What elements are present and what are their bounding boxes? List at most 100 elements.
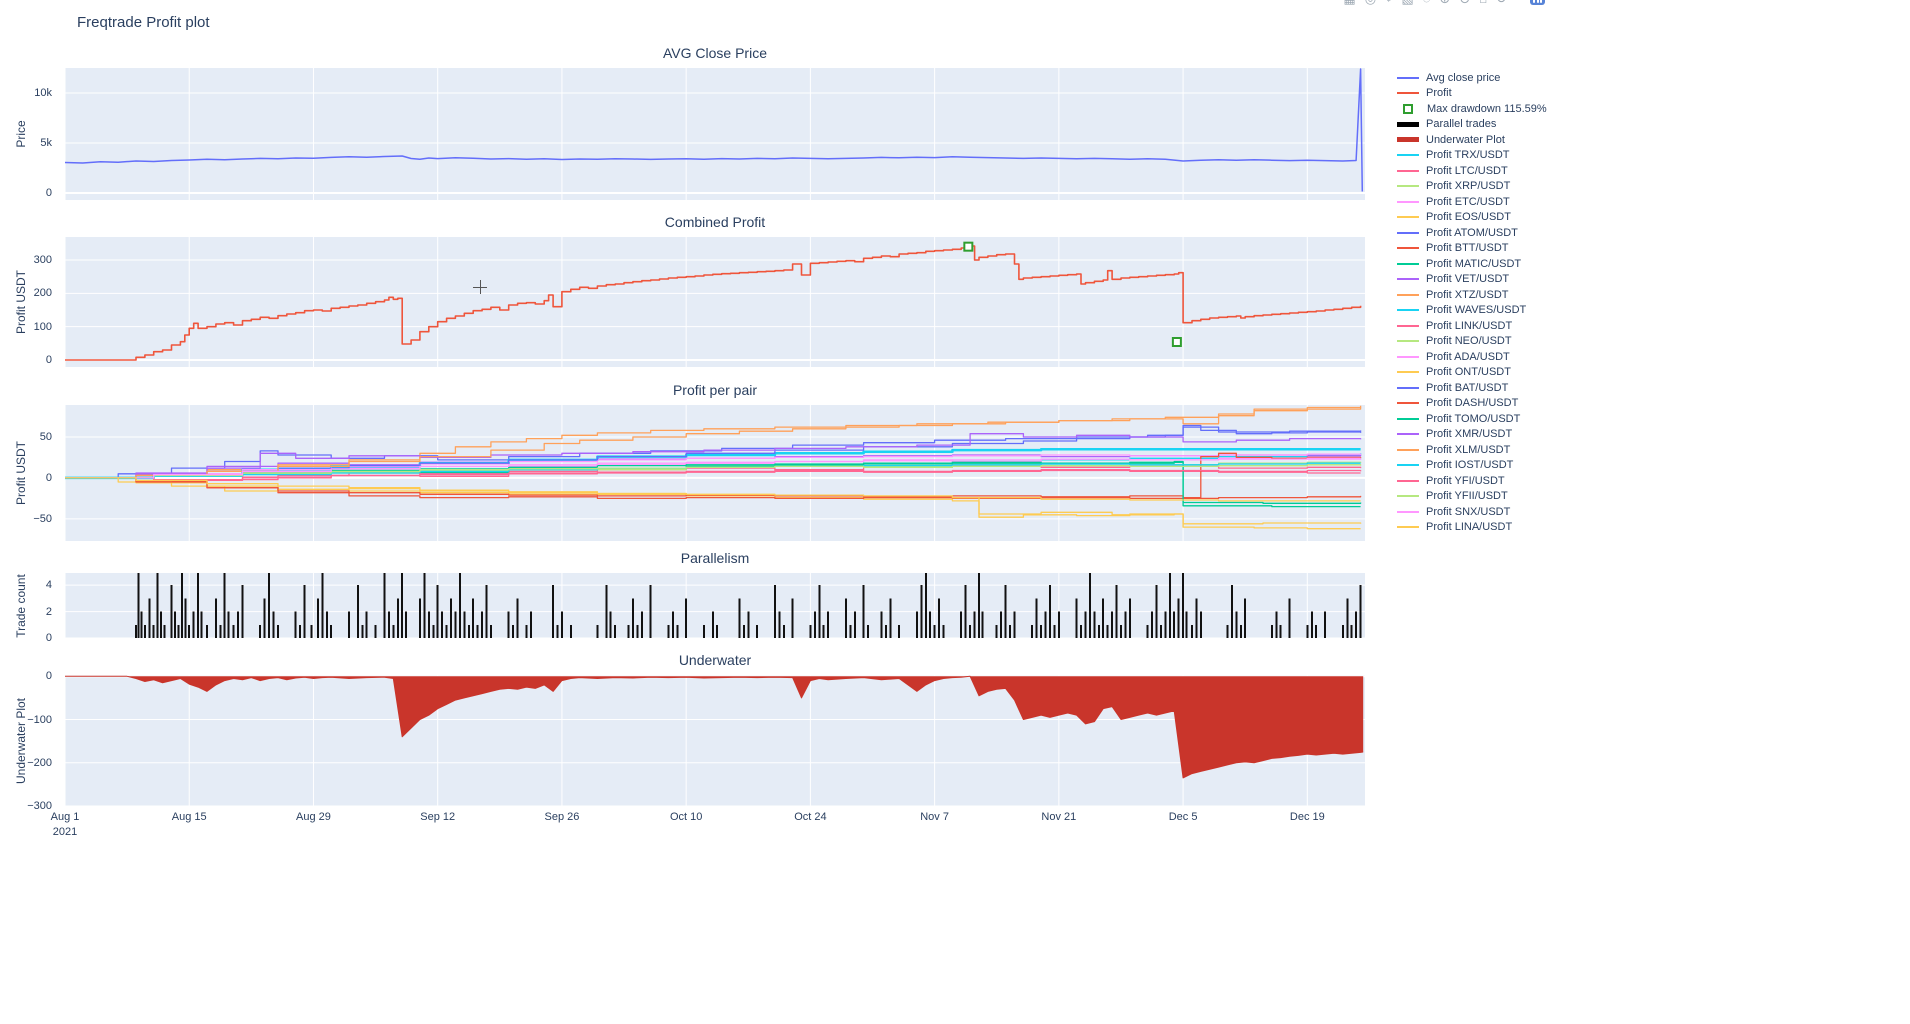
- zoom-in-icon[interactable]: ⊕: [1439, 0, 1450, 5]
- zoom-icon[interactable]: ◎: [1365, 0, 1376, 5]
- y-tick-labels: 0 100 200 300: [0, 237, 60, 367]
- y-tick-label: 200: [33, 287, 52, 300]
- legend-line-sample-icon: [1397, 448, 1419, 451]
- legend-item[interactable]: Profit IOST/USDT: [1397, 458, 1547, 474]
- legend-item[interactable]: Profit: [1397, 86, 1547, 102]
- legend-line-sample-icon: [1397, 417, 1419, 420]
- y-tick-labels: 0 5k 10k: [0, 68, 60, 200]
- legend-item[interactable]: Profit XLM/USDT: [1397, 442, 1547, 458]
- plot-area[interactable]: [65, 675, 1365, 806]
- legend-line-sample-icon: [1397, 464, 1419, 467]
- legend-item[interactable]: Avg close price: [1397, 70, 1547, 86]
- reset-axes-icon[interactable]: ↺: [1496, 0, 1507, 5]
- legend-line-sample-icon: [1397, 121, 1419, 127]
- legend-label: Profit ADA/USDT: [1426, 350, 1510, 363]
- legend-item[interactable]: Profit LINK/USDT: [1397, 318, 1547, 334]
- legend-item[interactable]: Profit YFI/USDT: [1397, 473, 1547, 489]
- plot-area[interactable]: [65, 68, 1365, 200]
- x-tick-label: Oct 24: [794, 811, 827, 823]
- legend-label: Profit ETC/USDT: [1426, 195, 1510, 208]
- legend-label: Underwater Plot: [1426, 133, 1505, 146]
- legend-line-sample-icon: [1397, 92, 1419, 95]
- x-axis-tick-labels: Aug 1 2021 Aug 15 Aug 29 Sep 12 Sep 26 Oct 10…: [0, 810, 1910, 840]
- plot-canvas: [65, 573, 1365, 638]
- legend-item[interactable]: Profit DASH/USDT: [1397, 396, 1547, 412]
- legend-item[interactable]: Profit NEO/USDT: [1397, 334, 1547, 350]
- lasso-select-icon[interactable]: ◌: [1423, 0, 1431, 5]
- plot-canvas: [65, 237, 1365, 367]
- x-tick-label: Sep 26: [544, 811, 580, 823]
- legend-label: Profit LINA/USDT: [1426, 521, 1513, 534]
- legend-item[interactable]: Profit BTT/USDT: [1397, 241, 1547, 257]
- y-tick-label: −300: [27, 800, 52, 812]
- legend-item[interactable]: Profit LTC/USDT: [1397, 163, 1547, 179]
- legend-line-sample-icon: [1397, 293, 1419, 296]
- plot-canvas: [65, 675, 1365, 806]
- legend-item[interactable]: Parallel trades: [1397, 117, 1547, 133]
- x-tick-label: Dec 5: [1168, 811, 1198, 823]
- legend-item[interactable]: Profit ATOM/USDT: [1397, 225, 1547, 241]
- legend-item[interactable]: Profit XTZ/USDT: [1397, 287, 1547, 303]
- legend-line-sample-icon: [1397, 324, 1419, 327]
- legend-item[interactable]: Profit XRP/USDT: [1397, 179, 1547, 195]
- pan-icon[interactable]: ⌖: [1385, 0, 1392, 5]
- legend-item[interactable]: Profit EOS/USDT: [1397, 210, 1547, 226]
- autoscale-icon[interactable]: ⌂: [1479, 0, 1487, 5]
- legend-item[interactable]: Profit ADA/USDT: [1397, 349, 1547, 365]
- subplot-title: Combined Profit: [664, 214, 766, 230]
- legend-item[interactable]: Profit MATIC/USDT: [1397, 256, 1547, 272]
- legend-line-sample-icon: [1397, 479, 1419, 482]
- x-tick-label: Sep 12: [420, 811, 456, 823]
- plotly-logo-icon[interactable]: [1530, 0, 1545, 5]
- plot-area[interactable]: [65, 237, 1365, 367]
- zoom-out-icon[interactable]: ⊖: [1459, 0, 1470, 5]
- legend-line-sample-icon: [1397, 247, 1419, 250]
- figure-title: Freqtrade Profit plot: [77, 14, 210, 31]
- legend-item[interactable]: Profit ETC/USDT: [1397, 194, 1547, 210]
- camera-icon[interactable]: ▦: [1343, 0, 1355, 5]
- legend-label: Profit DASH/USDT: [1426, 397, 1519, 410]
- x-tick-label: Oct 10: [669, 811, 703, 823]
- legend-item[interactable]: Profit VET/USDT: [1397, 272, 1547, 288]
- legend-line-sample-icon: [1397, 309, 1419, 312]
- subplot-underwater: Underwater Underwater Plot 0 −100 −200 −300: [0, 652, 1910, 812]
- legend-item[interactable]: Profit LINA/USDT: [1397, 520, 1547, 536]
- legend-item[interactable]: Underwater Plot: [1397, 132, 1547, 148]
- legend-item[interactable]: Profit TRX/USDT: [1397, 148, 1547, 164]
- x-tick-label: Aug 29: [296, 811, 331, 823]
- plot-canvas: [65, 68, 1365, 200]
- legend-item[interactable]: Profit TOMO/USDT: [1397, 411, 1547, 427]
- legend-label: Profit YFII/USDT: [1426, 490, 1508, 503]
- y-tick-labels: −50 0 50: [0, 405, 60, 541]
- legend-label: Profit: [1426, 87, 1452, 100]
- subplot-title: AVG Close Price: [663, 45, 767, 61]
- plot-area[interactable]: [65, 405, 1365, 541]
- legend-line-sample-icon: [1397, 355, 1419, 358]
- legend-label: Profit ONT/USDT: [1426, 366, 1511, 379]
- legend-label: Profit ATOM/USDT: [1426, 226, 1518, 239]
- subplot-profit-per-pair: Profit per pair Profit USDT −50 0 50: [0, 382, 1910, 541]
- legend-item[interactable]: Max drawdown 115.59%: [1397, 101, 1547, 117]
- y-tick-label: −200: [27, 756, 52, 769]
- legend-label: Profit XRP/USDT: [1426, 180, 1511, 193]
- plot-area[interactable]: [65, 573, 1365, 638]
- x-tick-label: Dec 19: [1289, 811, 1325, 823]
- y-tick-label: 0: [45, 354, 52, 366]
- legend-item[interactable]: Profit WAVES/USDT: [1397, 303, 1547, 319]
- legend-item[interactable]: Profit BAT/USDT: [1397, 380, 1547, 396]
- y-tick-label: 0: [45, 670, 52, 683]
- subplot-title: Underwater: [678, 652, 752, 668]
- legend-item[interactable]: Profit ONT/USDT: [1397, 365, 1547, 381]
- box-select-icon[interactable]: ▧: [1401, 0, 1413, 5]
- legend-item[interactable]: Profit SNX/USDT: [1397, 504, 1547, 520]
- legend-label: Avg close price: [1426, 71, 1501, 84]
- legend-item[interactable]: Profit YFII/USDT: [1397, 489, 1547, 505]
- y-tick-labels: 0 −100 −200 −300: [0, 670, 60, 812]
- legend-label: Profit YFI/USDT: [1426, 474, 1505, 487]
- legend-item[interactable]: Profit XMR/USDT: [1397, 427, 1547, 443]
- legend-label: Profit LTC/USDT: [1426, 164, 1508, 177]
- x-tick-label: Aug 1 2021: [50, 811, 80, 838]
- y-tick-label: 5k: [40, 137, 52, 149]
- legend-line-sample-icon: [1397, 495, 1419, 498]
